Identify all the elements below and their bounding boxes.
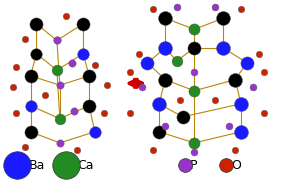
Text: Ba: Ba <box>29 159 45 172</box>
Point <box>224 164 229 167</box>
Point <box>69 61 74 64</box>
Point <box>34 52 39 55</box>
Point <box>192 46 196 50</box>
Point <box>250 86 255 89</box>
Point <box>14 65 18 68</box>
Point <box>55 39 59 42</box>
Point <box>157 102 162 105</box>
Point <box>221 17 226 20</box>
Text: Ca: Ca <box>77 159 94 172</box>
Point <box>55 69 59 72</box>
Point <box>145 61 150 64</box>
Point <box>163 125 167 128</box>
Point <box>34 22 39 25</box>
Point <box>192 71 196 74</box>
Point <box>163 78 167 81</box>
Point <box>221 46 226 50</box>
Point <box>104 84 109 87</box>
Point <box>139 86 144 89</box>
Point <box>63 164 68 167</box>
Point <box>101 112 106 115</box>
Point <box>262 112 267 115</box>
Point <box>245 61 249 64</box>
Point <box>128 71 132 74</box>
Point <box>22 37 27 40</box>
Point <box>163 46 167 50</box>
Point <box>87 74 91 77</box>
Point <box>239 7 243 10</box>
Point <box>233 149 237 152</box>
Point <box>72 110 77 113</box>
Point <box>58 141 62 144</box>
Point <box>58 117 62 120</box>
Point <box>87 104 91 107</box>
Point <box>11 86 15 89</box>
Point <box>128 112 132 115</box>
Point <box>256 52 261 55</box>
Point <box>192 89 196 92</box>
Point <box>262 71 267 74</box>
Point <box>212 99 217 102</box>
Point <box>43 93 47 96</box>
Point <box>174 5 179 9</box>
Point <box>93 130 97 133</box>
Point <box>28 130 33 133</box>
Point <box>212 5 217 9</box>
Point <box>239 130 243 133</box>
Point <box>28 74 33 77</box>
Point <box>136 52 141 55</box>
Point <box>180 115 185 118</box>
Point <box>15 164 20 167</box>
Point <box>163 17 167 20</box>
Point <box>192 141 196 144</box>
Point <box>58 84 62 87</box>
Point <box>174 60 179 63</box>
Point <box>183 164 188 167</box>
Point <box>75 149 80 152</box>
Point <box>157 130 162 133</box>
Point <box>192 151 196 154</box>
Point <box>81 22 86 25</box>
Point <box>192 28 196 31</box>
Point <box>81 52 86 55</box>
Point <box>151 7 156 10</box>
Point <box>227 125 232 128</box>
Point <box>239 102 243 105</box>
Point <box>151 149 156 152</box>
Point <box>177 99 182 102</box>
Point <box>93 63 97 66</box>
Text: P: P <box>190 159 197 172</box>
Point <box>233 78 237 81</box>
Text: O: O <box>231 159 241 172</box>
Point <box>63 15 68 18</box>
Point <box>22 145 27 148</box>
Point <box>14 112 18 115</box>
Point <box>28 104 33 107</box>
